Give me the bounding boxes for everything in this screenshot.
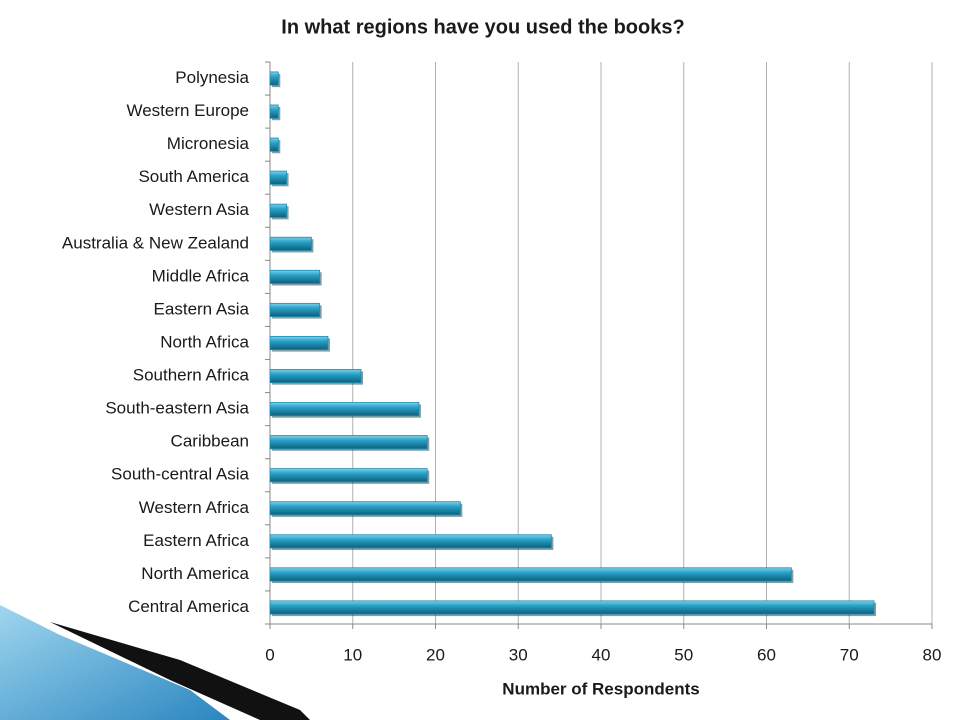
y-tick-label: Eastern Asia [154, 299, 250, 318]
y-tick-label: Caribbean [171, 432, 249, 451]
y-tick-label: Australia & New Zealand [62, 233, 249, 252]
x-tick-label: 40 [592, 645, 611, 664]
y-tick-label: Eastern Africa [143, 531, 249, 550]
bar [269, 302, 321, 317]
x-tick-label: 80 [923, 645, 942, 664]
y-tick-label: Polynesia [175, 68, 249, 87]
bar [269, 567, 792, 582]
bar [269, 335, 329, 351]
bar [269, 203, 287, 218]
y-tick-label: Western Asia [149, 200, 249, 219]
y-tick-label: North Africa [160, 332, 249, 351]
y-tick-label: South America [138, 167, 249, 186]
y-tick-label: North America [141, 564, 249, 583]
decoration [0, 605, 230, 720]
bar [269, 600, 875, 615]
chart-title: In what regions have you used the books? [281, 16, 684, 38]
bar [269, 170, 287, 185]
y-tick-label: Western Africa [139, 498, 250, 517]
bar [269, 104, 279, 119]
x-tick-label: 0 [265, 645, 274, 664]
bar [269, 369, 362, 384]
bar [269, 137, 279, 152]
bar [269, 402, 420, 417]
x-axis-label: Number of Respondents [502, 679, 699, 698]
bar [269, 435, 428, 450]
x-tick-label: 20 [426, 645, 445, 664]
decoration [50, 622, 310, 720]
bar [269, 468, 428, 483]
bar [269, 534, 552, 549]
y-tick-label: Western Europe [126, 101, 249, 120]
y-tick-label: Micronesia [167, 134, 250, 153]
bar [269, 501, 461, 516]
x-tick-label: 10 [343, 645, 362, 664]
x-tick-label: 70 [840, 645, 859, 664]
bar [269, 236, 312, 251]
y-tick-label: Southern Africa [133, 366, 250, 385]
bar [269, 269, 321, 284]
y-tick-label: South-eastern Asia [105, 399, 249, 418]
x-tick-label: 60 [757, 645, 776, 664]
x-tick-label: 30 [509, 645, 528, 664]
y-tick-label: Central America [128, 597, 249, 616]
x-tick-label: 50 [674, 645, 693, 664]
y-tick-label: Middle Africa [152, 266, 250, 285]
y-tick-label: South-central Asia [111, 465, 250, 484]
bar [269, 71, 279, 86]
